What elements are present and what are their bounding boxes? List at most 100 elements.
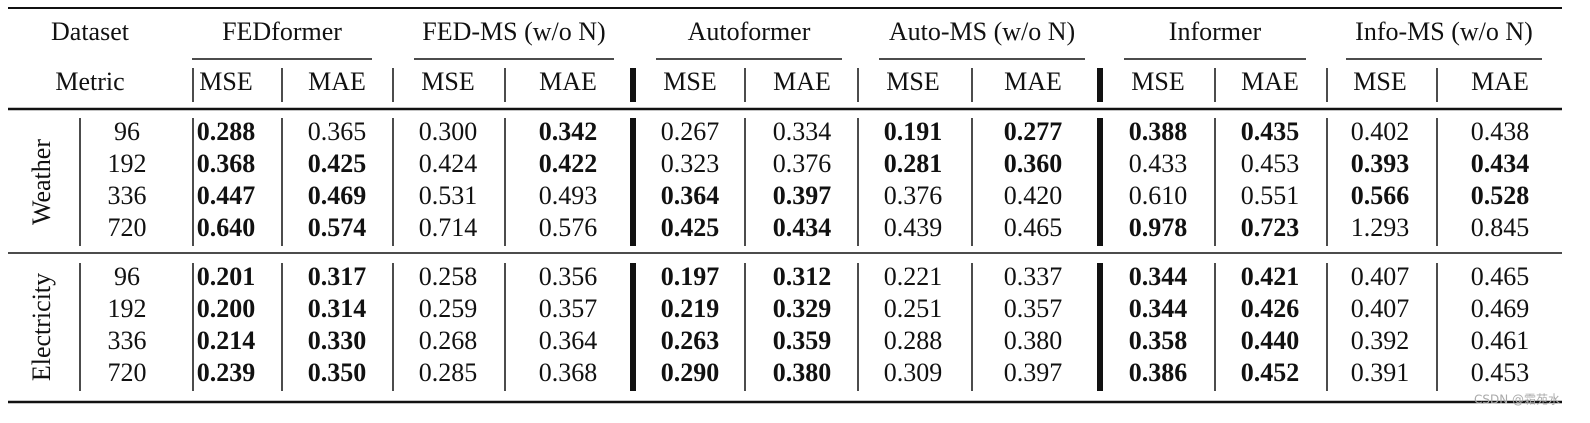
metric-value: 0.334 bbox=[773, 117, 832, 146]
metric-value: 0.300 bbox=[419, 117, 478, 146]
metric-value: 0.465 bbox=[1471, 262, 1530, 291]
metric-value: 0.424 bbox=[419, 149, 478, 178]
metric-value: 0.576 bbox=[539, 213, 598, 242]
metric-value: 0.493 bbox=[539, 181, 598, 210]
metric-value: 1.293 bbox=[1351, 213, 1410, 242]
dataset-name: Electricity bbox=[27, 273, 56, 381]
metric-value: 0.714 bbox=[419, 213, 478, 242]
metric-value: 0.191 bbox=[884, 117, 943, 146]
metric-value: 0.323 bbox=[661, 149, 720, 178]
metric-value: 0.357 bbox=[539, 294, 598, 323]
metric-value: 0.376 bbox=[773, 149, 832, 178]
metric-value: 0.438 bbox=[1471, 117, 1530, 146]
horizon: 96 bbox=[114, 117, 140, 146]
metric-label: MSE bbox=[199, 67, 252, 96]
metric-value: 0.380 bbox=[773, 358, 832, 387]
dataset-header: Dataset bbox=[51, 17, 130, 46]
metric-value: 0.465 bbox=[1004, 213, 1063, 242]
metric-value: 0.376 bbox=[884, 181, 943, 210]
metric-value: 0.469 bbox=[308, 181, 367, 210]
metric-value: 0.200 bbox=[197, 294, 256, 323]
metric-value: 0.453 bbox=[1241, 149, 1300, 178]
metric-value: 0.251 bbox=[884, 294, 943, 323]
metric-value: 0.368 bbox=[539, 358, 598, 387]
watermark: CSDN @霜苑水 bbox=[1474, 393, 1560, 407]
metric-value: 0.380 bbox=[1004, 326, 1063, 355]
metric-value: 0.281 bbox=[884, 149, 943, 178]
metric-label: MSE bbox=[1353, 67, 1406, 96]
metric-value: 0.267 bbox=[661, 117, 720, 146]
horizon: 720 bbox=[108, 213, 147, 242]
metric-value: 0.422 bbox=[539, 149, 598, 178]
metric-value: 0.421 bbox=[1241, 262, 1300, 291]
metric-value: 0.407 bbox=[1351, 262, 1410, 291]
model-header: Informer bbox=[1169, 17, 1262, 46]
metric-value: 0.365 bbox=[308, 117, 367, 146]
metric-value: 0.425 bbox=[661, 213, 720, 242]
metric-value: 0.391 bbox=[1351, 358, 1410, 387]
metric-value: 0.290 bbox=[661, 358, 720, 387]
metric-label: MSE bbox=[663, 67, 716, 96]
metric-value: 0.277 bbox=[1004, 117, 1063, 146]
metric-value: 0.357 bbox=[1004, 294, 1063, 323]
metric-value: 0.407 bbox=[1351, 294, 1410, 323]
metric-value: 0.388 bbox=[1129, 117, 1188, 146]
metric-label: MAE bbox=[1241, 67, 1299, 96]
metric-value: 0.364 bbox=[661, 181, 720, 210]
horizon: 336 bbox=[108, 326, 147, 355]
metric-value: 0.359 bbox=[773, 326, 832, 355]
horizon: 720 bbox=[108, 358, 147, 387]
metric-value: 0.337 bbox=[1004, 262, 1063, 291]
metric-value: 0.393 bbox=[1351, 149, 1410, 178]
metric-value: 0.288 bbox=[884, 326, 943, 355]
metric-value: 0.452 bbox=[1241, 358, 1300, 387]
metric-value: 0.402 bbox=[1351, 117, 1410, 146]
metric-value: 0.440 bbox=[1241, 326, 1300, 355]
metric-value: 0.329 bbox=[773, 294, 832, 323]
model-header: FED-MS (w/o N) bbox=[422, 17, 605, 46]
metric-value: 0.420 bbox=[1004, 181, 1063, 210]
metric-value: 0.392 bbox=[1351, 326, 1410, 355]
metric-label: MAE bbox=[539, 67, 597, 96]
metric-value: 0.453 bbox=[1471, 358, 1530, 387]
metric-value: 0.640 bbox=[197, 213, 256, 242]
metric-value: 0.288 bbox=[197, 117, 256, 146]
model-header: Info-MS (w/o N) bbox=[1355, 17, 1533, 46]
horizon: 336 bbox=[108, 181, 147, 210]
metric-label: MSE bbox=[886, 67, 939, 96]
metric-value: 0.528 bbox=[1471, 181, 1530, 210]
metric-label: MAE bbox=[1004, 67, 1062, 96]
metric-value: 0.386 bbox=[1129, 358, 1188, 387]
metric-label: MAE bbox=[308, 67, 366, 96]
metric-value: 0.368 bbox=[197, 149, 256, 178]
metric-value: 0.342 bbox=[539, 117, 598, 146]
metric-value: 0.219 bbox=[661, 294, 720, 323]
metric-value: 0.461 bbox=[1471, 326, 1530, 355]
metric-value: 0.723 bbox=[1241, 213, 1300, 242]
metric-value: 0.330 bbox=[308, 326, 367, 355]
metric-value: 0.435 bbox=[1241, 117, 1300, 146]
metric-value: 0.397 bbox=[1004, 358, 1063, 387]
model-header: Auto-MS (w/o N) bbox=[889, 17, 1075, 46]
metric-label: MSE bbox=[1131, 67, 1184, 96]
metric-value: 0.978 bbox=[1129, 213, 1188, 242]
metric-value: 0.344 bbox=[1129, 262, 1188, 291]
metric-value: 0.258 bbox=[419, 262, 478, 291]
metric-value: 0.239 bbox=[197, 358, 256, 387]
metric-value: 0.344 bbox=[1129, 294, 1188, 323]
metric-value: 0.439 bbox=[884, 213, 943, 242]
metric-value: 0.610 bbox=[1129, 181, 1188, 210]
model-header: FEDformer bbox=[222, 17, 342, 46]
metric-value: 0.358 bbox=[1129, 326, 1188, 355]
metric-value: 0.469 bbox=[1471, 294, 1530, 323]
metric-header: Metric bbox=[55, 67, 124, 96]
metric-value: 0.317 bbox=[308, 262, 367, 291]
metric-value: 0.309 bbox=[884, 358, 943, 387]
metric-value: 0.551 bbox=[1241, 181, 1300, 210]
metric-value: 0.574 bbox=[308, 213, 367, 242]
metric-value: 0.845 bbox=[1471, 213, 1530, 242]
metric-value: 0.447 bbox=[197, 181, 256, 210]
metric-value: 0.268 bbox=[419, 326, 478, 355]
horizon: 96 bbox=[114, 262, 140, 291]
